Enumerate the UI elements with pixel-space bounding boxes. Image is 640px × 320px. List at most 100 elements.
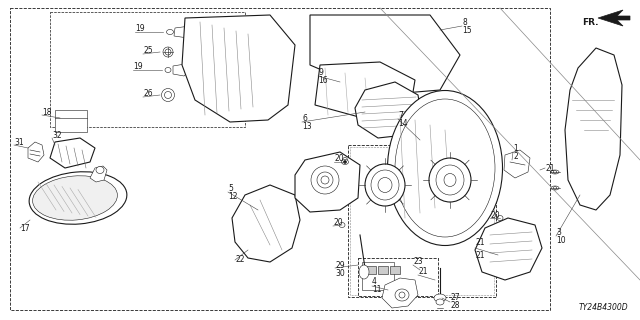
Bar xyxy=(50,12,245,127)
Text: 18: 18 xyxy=(42,108,51,116)
Ellipse shape xyxy=(342,157,348,163)
Polygon shape xyxy=(173,64,190,76)
Text: 26: 26 xyxy=(143,89,152,98)
Text: 4: 4 xyxy=(372,277,377,286)
Ellipse shape xyxy=(96,166,104,173)
Text: 5: 5 xyxy=(228,183,233,193)
Bar xyxy=(350,147,494,295)
Bar xyxy=(390,266,400,274)
Bar xyxy=(358,258,438,296)
Ellipse shape xyxy=(317,172,333,188)
Text: 21: 21 xyxy=(475,237,484,246)
Text: 8: 8 xyxy=(462,18,467,27)
Text: 3: 3 xyxy=(556,228,561,236)
Text: 2: 2 xyxy=(513,151,518,161)
Polygon shape xyxy=(355,82,422,138)
Ellipse shape xyxy=(436,299,444,305)
Ellipse shape xyxy=(339,222,345,228)
Text: 1: 1 xyxy=(513,143,518,153)
Ellipse shape xyxy=(387,91,502,245)
Text: 10: 10 xyxy=(556,236,566,244)
Bar xyxy=(348,145,496,297)
Text: 20: 20 xyxy=(490,211,500,220)
Text: TY24B4300D: TY24B4300D xyxy=(579,303,628,312)
Ellipse shape xyxy=(444,173,456,187)
Bar xyxy=(55,110,87,132)
Ellipse shape xyxy=(311,166,339,194)
Polygon shape xyxy=(232,185,300,262)
Text: 21: 21 xyxy=(545,164,554,172)
Ellipse shape xyxy=(161,89,175,101)
Text: 20: 20 xyxy=(333,218,342,227)
Ellipse shape xyxy=(378,178,392,193)
Text: FR.: FR. xyxy=(582,18,598,27)
Bar xyxy=(366,266,376,274)
Ellipse shape xyxy=(399,292,405,298)
Ellipse shape xyxy=(551,186,559,190)
Text: 25: 25 xyxy=(143,45,152,54)
Ellipse shape xyxy=(429,158,471,202)
Ellipse shape xyxy=(165,49,171,55)
Polygon shape xyxy=(565,48,622,210)
Polygon shape xyxy=(90,166,107,182)
Polygon shape xyxy=(182,15,295,122)
Text: 19: 19 xyxy=(133,61,143,70)
Text: 12: 12 xyxy=(228,191,237,201)
Ellipse shape xyxy=(434,294,446,302)
Text: 15: 15 xyxy=(462,26,472,35)
Ellipse shape xyxy=(554,187,557,189)
Ellipse shape xyxy=(436,165,464,195)
Ellipse shape xyxy=(165,68,171,73)
Ellipse shape xyxy=(342,159,349,164)
Text: 23: 23 xyxy=(413,258,422,267)
Ellipse shape xyxy=(365,164,405,206)
Ellipse shape xyxy=(486,244,490,246)
Polygon shape xyxy=(598,10,630,26)
Text: 14: 14 xyxy=(398,118,408,127)
Polygon shape xyxy=(504,150,530,178)
Text: 20: 20 xyxy=(334,154,344,163)
Text: 30: 30 xyxy=(335,268,345,277)
Text: 28: 28 xyxy=(450,301,460,310)
Text: 17: 17 xyxy=(20,223,29,233)
Polygon shape xyxy=(174,26,196,38)
Ellipse shape xyxy=(344,161,346,164)
Text: 27: 27 xyxy=(450,293,460,302)
Bar xyxy=(378,266,388,274)
Text: 16: 16 xyxy=(318,76,328,84)
Polygon shape xyxy=(315,62,415,120)
Text: 9: 9 xyxy=(318,68,323,76)
Ellipse shape xyxy=(164,92,172,99)
Text: 6: 6 xyxy=(302,114,307,123)
Polygon shape xyxy=(50,138,95,168)
Text: 21: 21 xyxy=(418,268,428,276)
Text: 13: 13 xyxy=(302,122,312,131)
Ellipse shape xyxy=(497,215,503,220)
Text: 31: 31 xyxy=(14,138,24,147)
Ellipse shape xyxy=(29,172,127,224)
Polygon shape xyxy=(295,152,360,212)
Ellipse shape xyxy=(359,265,369,279)
Ellipse shape xyxy=(163,47,173,57)
Text: 29: 29 xyxy=(335,260,344,269)
Text: 19: 19 xyxy=(135,23,145,33)
Ellipse shape xyxy=(554,171,557,173)
Polygon shape xyxy=(310,15,460,95)
Polygon shape xyxy=(28,142,44,162)
Text: 11: 11 xyxy=(372,285,381,294)
Ellipse shape xyxy=(166,29,173,35)
Text: 22: 22 xyxy=(235,255,244,265)
Ellipse shape xyxy=(321,176,329,184)
Ellipse shape xyxy=(395,289,409,301)
Bar xyxy=(362,262,394,290)
Ellipse shape xyxy=(494,260,502,264)
Ellipse shape xyxy=(33,176,117,220)
Polygon shape xyxy=(382,278,418,308)
Text: 21: 21 xyxy=(475,251,484,260)
Ellipse shape xyxy=(551,170,559,174)
Ellipse shape xyxy=(497,260,499,263)
Text: 32: 32 xyxy=(52,131,61,140)
Ellipse shape xyxy=(371,170,399,200)
Text: 7: 7 xyxy=(398,110,403,119)
Ellipse shape xyxy=(395,99,495,237)
